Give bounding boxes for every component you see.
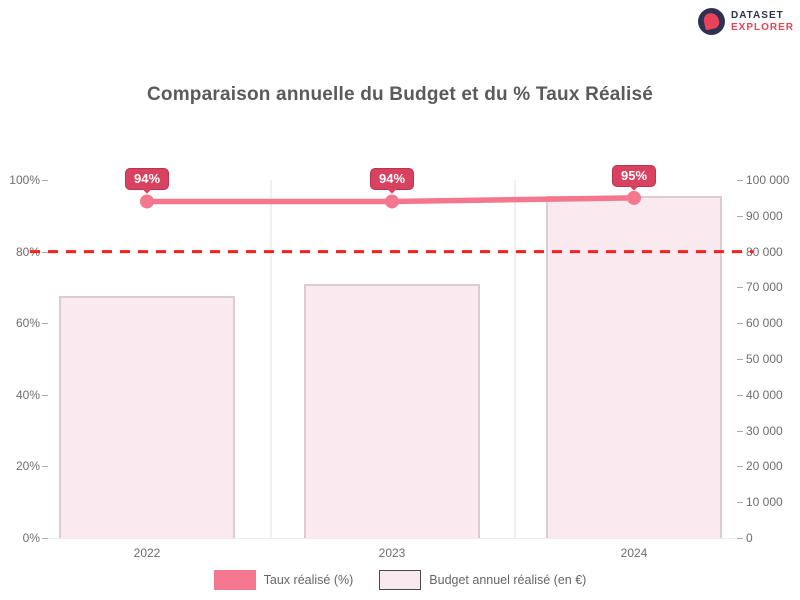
left-axis-tick-mark: [42, 538, 48, 539]
right-axis-tick-mark: [737, 466, 743, 468]
chart-title: Comparaison annuelle du Budget et du % T…: [146, 84, 654, 105]
data-point-badge: 94%: [369, 168, 415, 195]
vertical-gridline: [270, 180, 272, 538]
left-axis-tick-mark: [42, 466, 48, 468]
bar: [59, 296, 235, 538]
right-axis-tick-mark: [737, 180, 743, 181]
vertical-gridline: [514, 180, 516, 538]
right-axis-tick-mark: [737, 215, 743, 217]
legend-item: Taux réalisé (%): [213, 570, 354, 590]
left-axis-tick-mark: [42, 323, 48, 325]
right-axis-tick-mark: [737, 359, 743, 360]
right-axis-tick-label: 80 000: [746, 244, 783, 259]
left-axis-tick-label: 40%: [15, 387, 40, 402]
right-axis-tick-label: 20 000: [746, 459, 783, 474]
line-point-marker: [385, 194, 399, 209]
legend-swatch: [213, 570, 256, 590]
x-axis-category-label: 2024: [620, 546, 648, 560]
line-point-marker: [140, 194, 154, 209]
data-point-badge: 94%: [124, 168, 170, 195]
left-axis-tick-label: 100%: [9, 173, 40, 187]
right-axis-tick-label: 90 000: [746, 208, 783, 223]
logo-rooster-icon: [697, 8, 725, 35]
left-axis-tick-mark: [42, 180, 48, 181]
legend-item: Budget annuel réalisé (en €): [379, 570, 586, 590]
right-axis-tick-label: 70 000: [746, 280, 783, 295]
left-axis-tick-label: 0%: [22, 531, 40, 545]
right-axis-tick-mark: [737, 430, 743, 432]
right-axis-tick-label: 40 000: [746, 387, 783, 402]
logo-text-line1: DATASET: [730, 10, 784, 21]
right-axis-tick-label: 30 000: [746, 423, 783, 438]
logo: DATASET EXPLORER: [697, 8, 794, 35]
legend: Taux réalisé (%) Budget annuel réalisé (e…: [0, 570, 800, 590]
right-axis-tick-label: 50 000: [746, 352, 783, 366]
right-axis-tick-label: 0: [746, 531, 753, 545]
right-axis-tick-label: 100 000: [746, 173, 790, 187]
left-axis-tick-label: 20%: [15, 459, 40, 474]
left-axis-tick-mark: [42, 251, 48, 253]
right-axis-tick-mark: [737, 323, 743, 325]
right-axis-tick-mark: [737, 538, 743, 539]
logo-text-line2: EXPLORER: [730, 21, 794, 33]
line-point-marker: [627, 190, 641, 205]
x-axis-baseline: [48, 538, 737, 539]
right-axis-tick-mark: [737, 287, 743, 289]
bar: [304, 283, 480, 538]
right-axis-tick-mark: [737, 502, 743, 504]
legend-label: Taux réalisé (%): [263, 573, 354, 587]
data-point-badge: 95%: [611, 164, 657, 191]
legend-swatch: [379, 570, 422, 590]
x-axis-category-label: 2022: [133, 546, 161, 560]
right-axis-tick-label: 60 000: [746, 316, 783, 331]
right-axis-tick-label: 10 000: [746, 495, 783, 510]
left-axis-tick-label: 80%: [15, 244, 40, 259]
right-axis-tick-mark: [737, 394, 743, 396]
x-axis-category-label: 2023: [378, 546, 406, 560]
legend-label: Budget annuel réalisé (en €): [429, 573, 587, 587]
left-axis-tick-mark: [42, 394, 48, 396]
left-axis-tick-label: 60%: [15, 316, 40, 331]
